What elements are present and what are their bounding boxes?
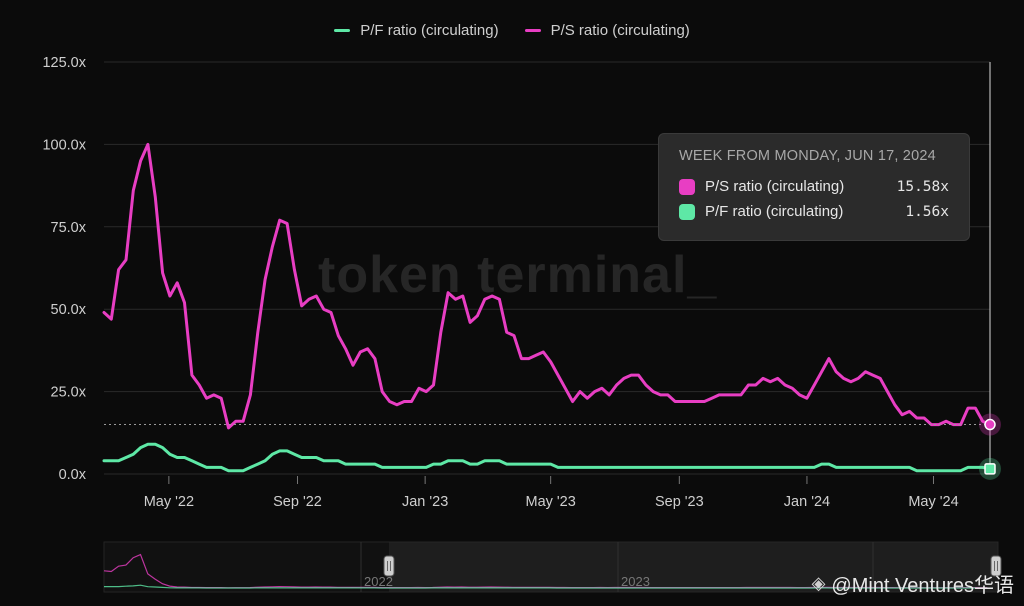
x-tick-label: May '22: [144, 494, 194, 510]
x-tick-label: Jan '23: [402, 494, 448, 510]
navigator-series-pf: [104, 584, 988, 589]
series-line-ps: [102, 142, 992, 430]
hover-cursor: [104, 62, 1001, 480]
y-tick-label: 25.0x: [51, 385, 87, 401]
x-tick-label: Sep '23: [655, 494, 704, 510]
x-axis: May '22 Sep '22 Jan '23 May '23 Sep '23 Jan '…: [144, 476, 959, 510]
y-tick-label: 75.0x: [51, 220, 87, 236]
chart-legend: P/F ratio (circulating) P/S ratio (circu…: [0, 22, 1024, 39]
legend-item-pf[interactable]: P/F ratio (circulating): [334, 22, 499, 39]
y-axis: 0.0x 25.0x 50.0x 75.0x 100.0x 125.0x: [42, 55, 86, 483]
y-tick-label: 100.0x: [42, 137, 86, 153]
attribution: ◈ @Mint Ventures华语: [812, 569, 1014, 598]
attribution-text: @Mint Ventures华语: [831, 575, 1014, 597]
x-tick-label: Sep '22: [273, 494, 322, 510]
watermark: token terminal_: [318, 246, 718, 304]
legend-item-ps[interactable]: P/S ratio (circulating): [524, 22, 690, 39]
tooltip-label-ps: P/S ratio (circulating): [705, 178, 845, 195]
x-tick-label: May '24: [908, 494, 958, 510]
y-tick-label: 0.0x: [59, 467, 87, 483]
ps-marker: [984, 418, 996, 431]
navigator-year-label: 2023: [621, 574, 650, 589]
tooltip-row-pf: P/F ratio (circulating) 1.56x: [679, 203, 949, 220]
tooltip-row-ps: P/S ratio (circulating) 15.58x: [679, 178, 949, 195]
x-tick-label: Jan '24: [784, 494, 830, 510]
series-line-pf: [102, 442, 992, 473]
navigator-year-label: 2022: [364, 574, 393, 589]
navigator-right-handle[interactable]: [990, 555, 1002, 577]
legend-label-ps: P/S ratio (circulating): [550, 22, 690, 39]
pf-marker: [984, 463, 996, 475]
tooltip-swatch-ps: [679, 178, 695, 195]
tooltip-swatch-pf: [679, 203, 695, 220]
x-tick-label: May '23: [525, 494, 575, 510]
legend-label-pf: P/F ratio (circulating): [360, 22, 499, 39]
tooltip-label-pf: P/F ratio (circulating): [705, 203, 844, 220]
tooltip-title: WEEK FROM MONDAY, JUN 17, 2024: [679, 148, 936, 164]
y-tick-label: 125.0x: [42, 55, 86, 71]
tooltip-value-pf: 1.56x: [905, 203, 949, 220]
tooltip-value-ps: 15.58x: [896, 178, 949, 195]
navigator-left-handle[interactable]: [383, 555, 395, 577]
series-lines: [102, 142, 992, 473]
tooltip: WEEK FROM MONDAY, JUN 17, 2024 P/S ratio…: [658, 133, 970, 241]
legend-swatch-ps: [524, 29, 541, 32]
range-navigator[interactable]: 2022 2023: [103, 541, 1002, 593]
navigator-selection: [389, 542, 998, 592]
binance-diamond-icon: ◈: [811, 573, 826, 593]
y-tick-label: 50.0x: [51, 302, 87, 318]
legend-swatch-pf: [334, 29, 351, 32]
